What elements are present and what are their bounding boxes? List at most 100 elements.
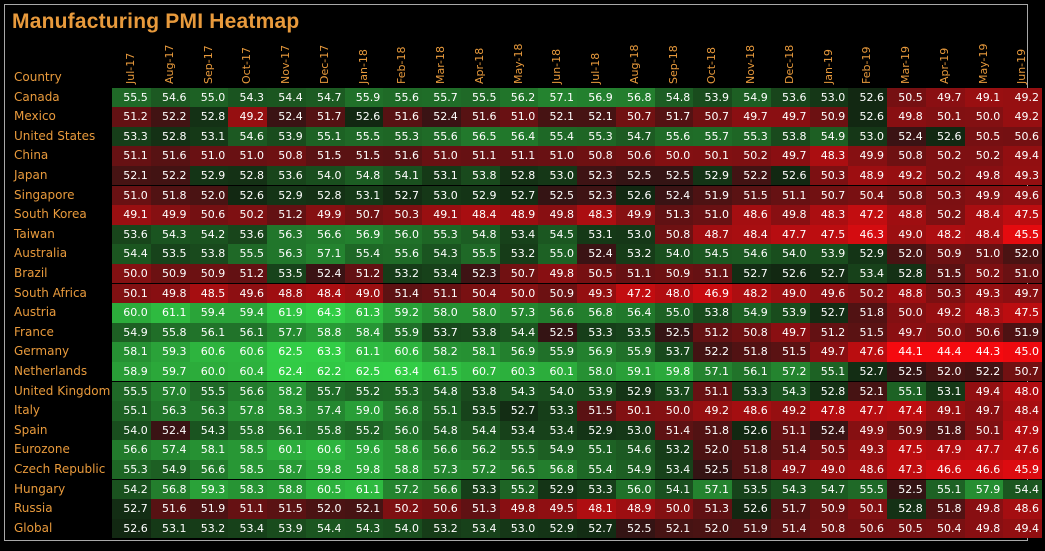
heatmap-cell: 52.9 — [189, 165, 229, 186]
heatmap-cell: 51.5 — [770, 342, 810, 362]
heatmap-cell: 53.8 — [693, 303, 732, 323]
heatmap-cell: 64.3 — [305, 303, 345, 323]
heatmap-cell: 52.8 — [887, 263, 926, 284]
heatmap-cell: 58.1 — [460, 342, 500, 362]
row-label: Germany — [14, 344, 70, 359]
heatmap-cell: 54.4 — [267, 87, 306, 108]
heatmap-cell: 51.2 — [112, 107, 151, 127]
row-label: Mexico — [14, 109, 56, 124]
heatmap-cell: 50.2 — [964, 263, 1004, 284]
heatmap-cell: 56.3 — [267, 244, 306, 264]
heatmap-cell: 53.8 — [460, 165, 500, 186]
heatmap-cell: 50.9 — [150, 263, 190, 284]
heatmap-cell: 52.4 — [150, 420, 190, 441]
heatmap-cell: 54.0 — [112, 420, 151, 441]
heatmap-cell: 49.4 — [964, 381, 1004, 402]
heatmap-cell: 56.6 — [305, 224, 345, 245]
heatmap-cell: 50.2 — [925, 205, 965, 225]
heatmap-cell: 47.9 — [925, 440, 965, 460]
heatmap-cell: 49.7 — [809, 342, 849, 362]
heatmap-cell: 51.6 — [383, 107, 422, 127]
column-header: May-19 — [971, 34, 997, 84]
heatmap-cell: 54.6 — [732, 244, 771, 264]
column-header: Oct-17 — [234, 34, 260, 84]
heatmap-cell: 52.0 — [1003, 244, 1042, 264]
heatmap-cell: 55.5 — [228, 244, 267, 264]
heatmap-cell: 53.4 — [848, 263, 887, 284]
heatmap-cell: 49.9 — [848, 146, 887, 166]
heatmap-cell: 52.5 — [615, 165, 655, 186]
column-header: Nov-17 — [273, 34, 299, 84]
heatmap-cell: 53.1 — [422, 165, 461, 186]
heatmap-cell: 55.8 — [150, 322, 190, 343]
heatmap-cell: 56.5 — [460, 126, 500, 147]
row-label: Singapore — [14, 187, 75, 202]
column-header: Jan-18 — [351, 34, 377, 84]
heatmap-cell: 49.8 — [150, 283, 190, 304]
heatmap-cell: 53.4 — [499, 224, 539, 245]
heatmap-cell: 58.0 — [422, 303, 461, 323]
heatmap-cell: 56.9 — [577, 87, 616, 108]
heatmap-cell: 52.1 — [538, 107, 577, 127]
row-label: Canada — [14, 89, 60, 104]
heatmap-cell: 50.8 — [654, 224, 694, 245]
heatmap-cell: 53.4 — [422, 263, 461, 284]
heatmap-cell: 53.9 — [770, 303, 810, 323]
heatmap-cell: 62.2 — [305, 361, 345, 382]
row-label: Czech Republic — [14, 461, 106, 476]
heatmap-cell: 54.0 — [770, 244, 810, 264]
heatmap-cell: 50.0 — [887, 303, 926, 323]
heatmap-cell: 49.3 — [1003, 165, 1042, 186]
heatmap-cell: 46.9 — [693, 283, 732, 304]
heatmap-cell: 51.5 — [848, 322, 887, 343]
heatmap-cell: 45.0 — [1003, 342, 1042, 362]
heatmap-cell: 58.6 — [383, 440, 422, 460]
heatmap-cell: 51.4 — [654, 420, 694, 441]
column-header-label: Jul-18 — [589, 52, 602, 84]
heatmap-cell: 46.3 — [848, 224, 887, 245]
heatmap-cell: 51.7 — [305, 107, 345, 127]
heatmap-cell: 53.3 — [460, 479, 500, 500]
heatmap-cell: 55.9 — [344, 87, 384, 108]
heatmap-cell: 52.7 — [577, 518, 616, 539]
heatmap-cell: 49.2 — [1003, 87, 1042, 108]
row-label: Russia — [14, 501, 53, 516]
heatmap-cell: 55.3 — [422, 224, 461, 245]
heatmap-cell: 56.4 — [499, 126, 539, 147]
heatmap-cell: 54.2 — [112, 479, 151, 500]
heatmap-cell: 52.6 — [228, 185, 267, 206]
heatmap-cell: 51.8 — [693, 420, 732, 441]
column-header-label: Sep-17 — [201, 45, 215, 84]
heatmap-cell: 50.0 — [925, 322, 965, 343]
heatmap-cell: 54.8 — [654, 87, 694, 108]
heatmap-cell: 51.1 — [693, 381, 732, 402]
heatmap-cell: 53.4 — [460, 518, 500, 539]
heatmap-cell: 53.4 — [538, 420, 577, 441]
heatmap-cell: 52.2 — [732, 165, 771, 186]
heatmap-cell: 53.3 — [112, 126, 151, 147]
heatmap-cell: 58.0 — [577, 361, 616, 382]
heatmap-cell: 52.2 — [150, 107, 190, 127]
heatmap-cell: 56.5 — [499, 459, 539, 480]
heatmap-cell: 53.6 — [770, 87, 810, 108]
heatmap-cell: 53.4 — [499, 420, 539, 441]
heatmap-cell: 60.0 — [189, 361, 229, 382]
heatmap-cell: 47.9 — [1003, 420, 1042, 441]
heatmap-cell: 49.8 — [964, 499, 1004, 519]
heatmap-cell: 53.8 — [189, 244, 229, 264]
heatmap-cell: 50.6 — [189, 205, 229, 225]
heatmap-cell: 59.4 — [228, 303, 267, 323]
heatmap-cell: 48.6 — [732, 401, 771, 421]
heatmap-cell: 55.7 — [693, 126, 732, 147]
heatmap-cell: 48.1 — [577, 499, 616, 519]
heatmap-cell: 51.4 — [383, 283, 422, 304]
heatmap-cell: 57.1 — [693, 361, 732, 382]
heatmap-cell: 58.5 — [228, 459, 267, 480]
heatmap-cell: 52.0 — [305, 499, 345, 519]
heatmap-cell: 56.8 — [150, 479, 190, 500]
row-label: China — [14, 148, 49, 163]
heatmap-cell: 55.4 — [538, 126, 577, 147]
heatmap-cell: 51.2 — [267, 205, 306, 225]
heatmap-cell: 59.4 — [189, 303, 229, 323]
row-label: United Kingdom — [14, 383, 111, 398]
